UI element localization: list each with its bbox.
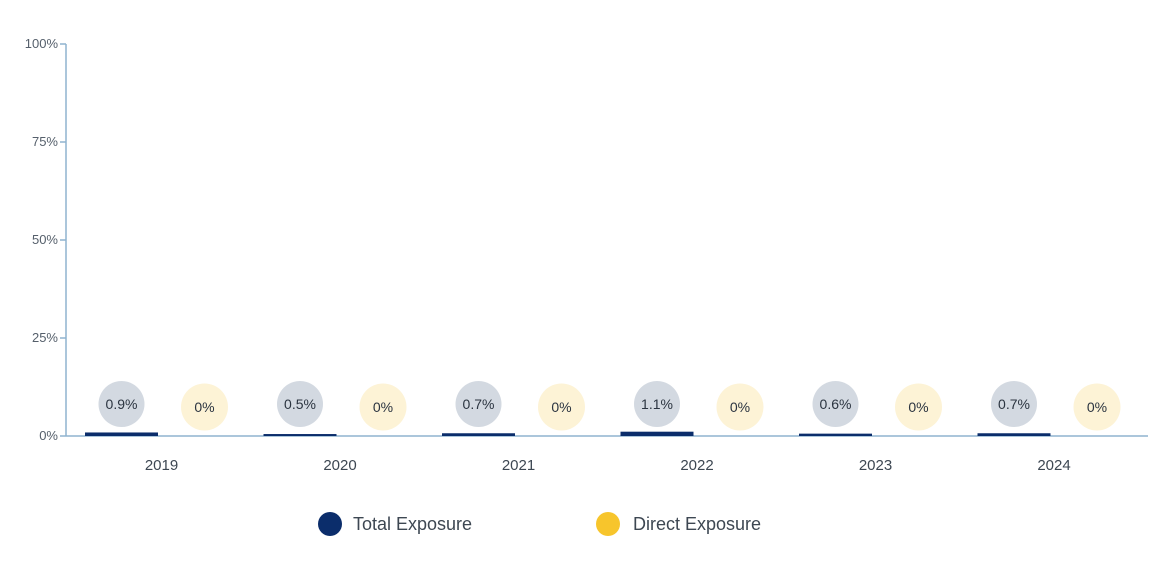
y-tick-label: 100% [25,36,59,51]
x-tick-label: 2020 [323,457,356,474]
total-exposure-bar [442,433,515,436]
direct-exposure-data-label: 0% [1087,399,1107,415]
total-exposure-data-label: 0.5% [284,396,316,412]
total-exposure-bar [620,431,694,436]
direct-exposure-label-bubble [538,383,585,431]
y-tick-label: 50% [32,232,58,247]
x-tick-label: 2024 [1037,457,1070,474]
total-exposure-bar [799,433,872,436]
data-labels-group: 0.9% 0% 0.5% 0% 0.7% 0% 1.1% 0% 0.6% 0% 0.7% 0% [98,381,1121,431]
direct-exposure-label-bubble [181,383,228,431]
total-exposure-bar [977,433,1051,436]
total-exposure-label-bubble [991,381,1037,427]
direct-exposure-label-bubble [1073,383,1121,431]
total-exposure-data-label: 0.7% [998,396,1030,412]
total-exposure-label-bubble [455,381,502,427]
direct-exposure-data-label: 0% [908,399,928,415]
direct-exposure-data-label: 0% [373,399,393,415]
total-exposure-label-bubble [634,381,680,427]
total-exposure-data-label: 0.9% [106,396,138,412]
total-exposure-label-bubble [98,381,145,427]
legend-item-total-exposure[interactable]: Total Exposure [318,512,472,536]
y-tick-label: 25% [32,330,58,345]
direct-exposure-label-bubble [359,383,407,431]
legend: Total Exposure Direct Exposure [318,512,761,536]
y-tick-label: 0% [39,428,58,443]
y-axis: 0% 25% 50% 75% 100% [25,36,67,443]
x-tick-label: 2023 [859,457,892,474]
total-exposure-bar [263,434,337,436]
x-tick-label: 2021 [502,457,535,474]
legend-item-direct-exposure[interactable]: Direct Exposure [596,512,761,536]
direct-exposure-data-label: 0% [730,399,750,415]
direct-exposure-data-label: 0% [551,399,571,415]
x-tick-label: 2019 [145,457,178,474]
total-exposure-data-label: 0.6% [820,396,852,412]
bars-group [85,431,1051,436]
legend-swatch [318,512,342,536]
total-exposure-data-label: 1.1% [641,396,673,412]
direct-exposure-label-bubble [716,383,764,431]
total-exposure-bar [85,432,158,436]
direct-exposure-data-label: 0% [194,399,214,415]
direct-exposure-label-bubble [895,383,942,431]
x-tick-label: 2022 [680,457,713,474]
legend-label: Direct Exposure [633,514,761,534]
total-exposure-data-label: 0.7% [463,396,495,412]
legend-label: Total Exposure [353,514,472,534]
legend-swatch [596,512,620,536]
x-axis: 2019 2020 2021 2022 2023 2024 [66,435,1148,474]
total-exposure-label-bubble [812,381,859,427]
total-exposure-label-bubble [277,381,323,427]
y-tick-label: 75% [32,134,58,149]
